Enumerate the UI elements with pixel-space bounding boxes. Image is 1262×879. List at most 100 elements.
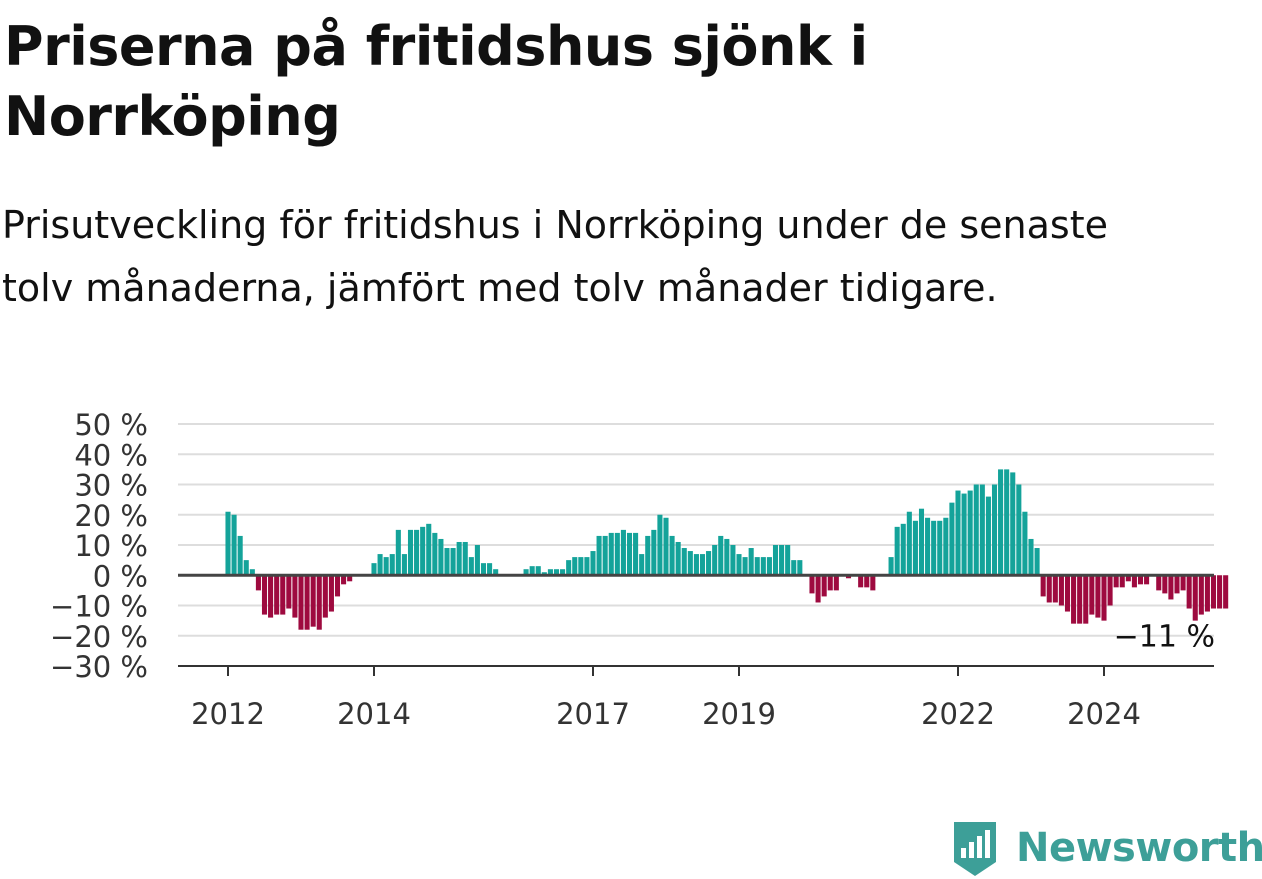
bar: [1046, 575, 1052, 603]
bar: [462, 541, 468, 576]
bar: [1064, 575, 1071, 612]
bar: [845, 575, 852, 579]
bar: [912, 520, 918, 576]
x-tick-label: 2024: [1067, 697, 1141, 731]
x-tick-label: 2022: [921, 697, 995, 731]
bar: [608, 532, 614, 576]
bar: [1016, 484, 1022, 576]
bar: [973, 484, 979, 576]
bar: [991, 484, 998, 576]
bar: [1180, 575, 1186, 591]
bar: [748, 548, 754, 576]
bar: [243, 560, 249, 576]
bar: [1083, 575, 1089, 624]
bar: [432, 532, 438, 576]
bar: [389, 554, 395, 576]
bar: [967, 490, 973, 576]
bar: [487, 563, 493, 576]
bar: [1010, 472, 1016, 576]
bar: [261, 575, 268, 615]
logo-text: Newsworthy: [1016, 825, 1262, 871]
bar: [1004, 469, 1010, 576]
bar: [687, 551, 693, 576]
bar: [1119, 575, 1125, 588]
bar: [468, 557, 474, 576]
bar: [547, 569, 553, 576]
bar: [541, 572, 547, 576]
bar: [1089, 575, 1095, 615]
bar: [535, 566, 541, 576]
bar: [414, 529, 420, 576]
bar: [304, 575, 310, 630]
bar: [1198, 575, 1204, 615]
bar: [681, 548, 687, 576]
bar: [979, 484, 985, 576]
bar: [712, 545, 718, 576]
bar: [407, 529, 414, 576]
last-value-label: −11 %: [1114, 620, 1215, 655]
bar: [998, 469, 1004, 576]
bar: [377, 554, 383, 576]
bar: [760, 557, 766, 576]
bar: [602, 535, 608, 576]
bar: [918, 508, 925, 576]
bar: [827, 575, 833, 591]
bar: [1204, 575, 1210, 612]
bar: [1022, 511, 1028, 576]
bar: [754, 557, 760, 576]
bar: [815, 575, 821, 603]
bar: [985, 496, 991, 576]
grid-lines: [178, 423, 1214, 637]
bar: [268, 575, 274, 618]
bar: [274, 575, 280, 615]
bar: [620, 529, 626, 576]
bar: [286, 575, 292, 609]
y-tick-label: −10 %: [50, 590, 148, 624]
bar: [1192, 575, 1198, 621]
bar: [724, 538, 730, 576]
bar: [669, 535, 675, 576]
bar: [1144, 575, 1150, 585]
bar: [961, 493, 967, 576]
bar: [894, 526, 900, 576]
bar: [626, 532, 633, 576]
bar: [255, 575, 261, 591]
bar: [249, 569, 255, 576]
chart-title: Priserna på fritidshus sjönk i Norrköpin…: [4, 15, 868, 148]
bar: [791, 560, 797, 576]
bar: [925, 517, 931, 576]
bar: [1113, 575, 1119, 588]
bar: [785, 545, 791, 576]
bar: [590, 551, 596, 576]
bar: [663, 517, 669, 576]
bar: [328, 575, 334, 612]
bar: [699, 554, 706, 576]
bar: [584, 557, 590, 576]
bar: [1162, 575, 1168, 594]
newsworthy-logo: Newsworthy: [950, 818, 1262, 878]
bar: [1131, 575, 1137, 588]
bar: [438, 538, 444, 576]
bar: [1125, 575, 1131, 582]
y-tick-label: 10 %: [74, 529, 148, 563]
bar: [614, 532, 620, 576]
bar: [572, 557, 578, 576]
bar: [1107, 575, 1113, 606]
bar: [1034, 548, 1040, 576]
y-tick-label: 30 %: [74, 469, 148, 503]
bar: [1040, 575, 1046, 597]
bar: [1168, 575, 1174, 600]
bar: [383, 557, 389, 576]
bar: [1210, 575, 1217, 609]
bars: [225, 469, 1229, 630]
bar: [292, 575, 298, 618]
bar: [693, 554, 699, 576]
chart-subtitle: Prisutveckling för fritidshus i Norrköpi…: [2, 203, 1109, 310]
bar: [955, 490, 961, 576]
bar: [742, 557, 748, 576]
bar: [931, 520, 937, 576]
bar: [645, 535, 651, 576]
bar: [633, 532, 639, 576]
bar: [401, 554, 407, 576]
